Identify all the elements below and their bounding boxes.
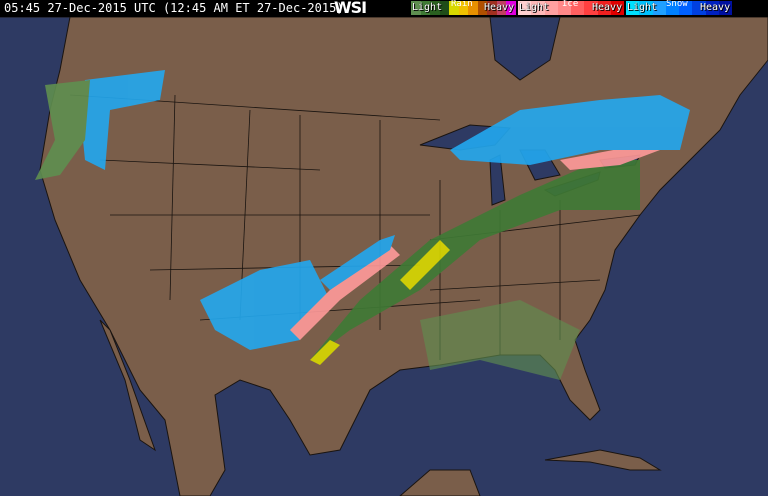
legend-snow-light: Light (627, 2, 658, 13)
cuba (544, 449, 662, 471)
legend-ice-swatch (518, 1, 532, 15)
legend-snow-swatch (626, 1, 640, 15)
legend-rain-light: Light (412, 2, 443, 13)
snow-northwest (80, 70, 165, 170)
legend-ice-light: Light (519, 2, 550, 13)
rain-northwest (35, 80, 90, 180)
legend-rain-swatch (458, 1, 469, 15)
legend-snow-swatch (639, 1, 653, 15)
legend-rain-swatch (430, 1, 440, 15)
legend-snow-swatch (679, 1, 693, 15)
legend-rain-swatch (420, 1, 431, 15)
rain-band (310, 160, 640, 360)
legend-rain-heavy: Heavy (484, 2, 515, 13)
legend-rain-swatch (506, 1, 517, 15)
ice-plains (290, 245, 400, 340)
legend-rain (411, 1, 517, 15)
legend-ice-swatch (557, 1, 571, 15)
mexico-baja (99, 319, 156, 452)
legend-rain-swatch (487, 1, 497, 15)
legend-snow-swatch (652, 1, 666, 15)
legend-ice-title: Ice (562, 0, 579, 9)
legend-ice-swatch (584, 1, 598, 15)
rain-southeast-scatter (420, 300, 580, 380)
legend-ice-swatch (610, 1, 624, 15)
legend-rain-swatch (449, 1, 459, 15)
snow-northeast (450, 95, 690, 165)
legend-ice-heavy: Heavy (592, 2, 623, 13)
legend-rain-swatch (477, 1, 488, 15)
legend-snow-swatch (665, 1, 679, 15)
legend-rain-swatch (496, 1, 507, 15)
legend-rain-swatch (439, 1, 450, 15)
legend-snow-heavy: Heavy (700, 2, 731, 13)
wsi-logo: WSI (334, 0, 367, 17)
legend-ice-swatch (544, 1, 558, 15)
legend-ice-swatch (571, 1, 585, 15)
legend-rain-title: Rain (451, 0, 473, 9)
yucatan (399, 469, 481, 496)
legend-snow-swatch (718, 1, 732, 15)
timestamp: 05:45 27-Dec-2015 UTC (12:45 AM ET 27-De… (4, 1, 344, 15)
ice-northeast (560, 145, 660, 170)
legend-snow-swatch (705, 1, 719, 15)
legend-snow (626, 1, 732, 15)
snow-plains (320, 235, 395, 290)
legend-ice-swatch (531, 1, 545, 15)
hudson-bay-area (489, 16, 561, 81)
legend-rain-swatch (411, 1, 421, 15)
header-bar: 05:45 27-Dec-2015 UTC (12:45 AM ET 27-De… (0, 0, 768, 17)
legend-snow-title: Snow (666, 0, 688, 9)
legend-ice-swatch (597, 1, 611, 15)
legend-ice (518, 1, 624, 15)
legend-rain-swatch (468, 1, 478, 15)
legend-snow-swatch (692, 1, 706, 15)
rain-heavy-yellow (310, 240, 450, 365)
precipitation (35, 70, 690, 380)
